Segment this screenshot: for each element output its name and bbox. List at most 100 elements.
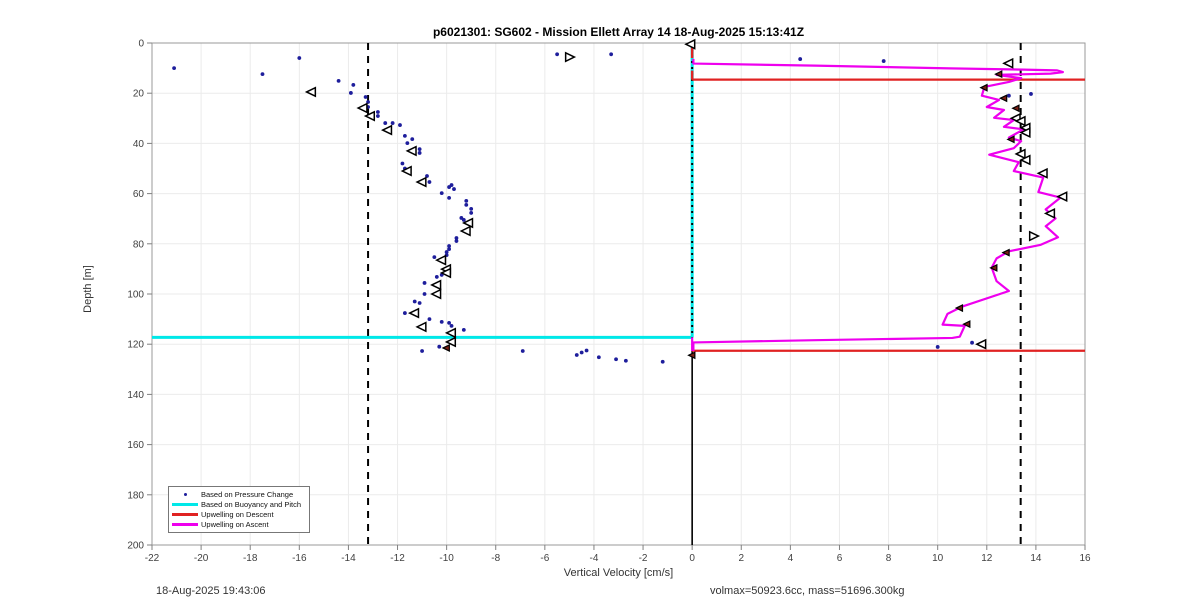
pressure-dot-marker xyxy=(447,195,451,200)
pressure-dot-marker xyxy=(422,281,427,285)
legend-magenta-line xyxy=(172,523,198,527)
legend-item-upwelling-ascent: Upwelling on Ascent xyxy=(169,520,309,530)
pressure-dot-marker xyxy=(579,350,584,355)
triangle-marker xyxy=(979,83,988,92)
triangle-marker xyxy=(1014,148,1026,160)
triangle-marker xyxy=(1056,191,1068,203)
triangle-marker xyxy=(994,70,1003,79)
pressure-dot-marker xyxy=(172,66,176,70)
triangle-marker xyxy=(415,321,427,333)
y-tick-label: 120 xyxy=(127,340,144,351)
y-tick-label: 160 xyxy=(127,440,144,451)
pressure-dot-marker xyxy=(410,137,415,142)
pressure-dot-marker xyxy=(1006,93,1011,98)
pressure-dot-marker xyxy=(427,180,432,184)
triangle-marker xyxy=(441,343,450,352)
pressure-dot-marker xyxy=(1029,92,1033,96)
pressure-dot-marker xyxy=(405,141,410,146)
x-tick-label: 6 xyxy=(837,553,843,564)
x-tick-label: 8 xyxy=(886,553,892,564)
legend-label: Based on Buoyancy and Pitch xyxy=(201,499,302,509)
chart-title: p6021301: SG602 - Mission Ellett Array 1… xyxy=(432,25,805,39)
pressure-dot-marker xyxy=(336,79,341,83)
triangle-marker xyxy=(1002,57,1014,69)
triangle-marker xyxy=(1019,154,1031,166)
legend-label: Upwelling on Descent xyxy=(201,510,274,520)
legend-item-upwelling-descent: Upwelling on Descent xyxy=(169,510,309,520)
pressure-dot-marker xyxy=(464,198,469,203)
x-tick-label: 4 xyxy=(788,553,794,564)
triangle-marker xyxy=(1028,230,1041,242)
triangle-marker xyxy=(1014,115,1026,127)
triangle-marker xyxy=(380,124,393,136)
pressure-dot-marker xyxy=(398,123,402,127)
volmax-mass-text: volmax=50923.6cc, mass=51696.300kg xyxy=(710,585,905,597)
y-tick-label: 200 xyxy=(127,541,144,552)
pressure-dot-marker xyxy=(447,244,451,248)
x-tick-label: 0 xyxy=(689,553,695,564)
pressure-dot-marker xyxy=(469,207,474,211)
x-tick-label: -18 xyxy=(243,553,258,564)
pressure-dot-marker xyxy=(881,59,886,63)
x-tick-label: -6 xyxy=(540,553,549,564)
pressure-dot-marker xyxy=(351,83,356,87)
x-tick-label: -12 xyxy=(390,553,405,564)
x-axis-label: Vertical Velocity [cm/s] xyxy=(563,567,674,579)
x-tick-label: -22 xyxy=(145,553,160,564)
x-tick-label: -8 xyxy=(491,553,500,564)
magenta-ascent-curve xyxy=(692,58,1065,351)
triangle-marker xyxy=(430,288,442,300)
pressure-dot-marker xyxy=(461,218,466,222)
triangle-marker xyxy=(435,254,447,266)
pressure-dot-marker xyxy=(454,239,459,243)
triangle-marker xyxy=(1001,248,1010,257)
timestamp-text: 18-Aug-2025 19:43:06 xyxy=(156,585,266,597)
pressure-dot-marker xyxy=(970,340,974,345)
pressure-dot-marker xyxy=(449,183,454,187)
triangle-marker xyxy=(999,94,1008,103)
pressure-dot-marker xyxy=(439,191,444,195)
pressure-dot-marker xyxy=(447,247,451,251)
pressure-dot-marker xyxy=(422,292,427,296)
triangle-marker xyxy=(462,217,474,229)
legend-cyan-line xyxy=(172,502,198,506)
pressure-dot-marker xyxy=(417,151,422,155)
x-tick-label: 12 xyxy=(981,553,993,564)
legend-item-buoyancy-pitch: Based on Buoyancy and Pitch xyxy=(169,499,309,509)
y-tick-label: 60 xyxy=(133,189,145,200)
x-tick-label: -16 xyxy=(292,553,307,564)
pressure-dot-marker xyxy=(447,320,451,325)
y-tick-label: 0 xyxy=(138,39,144,50)
x-tick-label: -2 xyxy=(639,553,648,564)
pressure-dot-marker xyxy=(437,344,442,349)
pressure-dot-marker xyxy=(383,121,388,125)
pressure-dot-marker xyxy=(623,358,628,363)
y-tick-label: 20 xyxy=(133,89,145,100)
triangle-marker xyxy=(430,279,442,291)
triangle-marker xyxy=(989,263,998,272)
x-tick-label: -4 xyxy=(589,553,598,564)
triangle-marker xyxy=(687,351,696,360)
triangle-marker xyxy=(439,267,452,279)
pressure-dot-marker xyxy=(297,56,302,60)
triangle-marker xyxy=(1036,167,1048,179)
y-tick-label: 180 xyxy=(127,490,144,501)
x-tick-label: -10 xyxy=(439,553,454,564)
triangle-marker xyxy=(400,165,412,177)
pressure-dot-marker xyxy=(348,91,353,95)
legend-item-pressure-change: Based on Pressure Change xyxy=(169,489,309,499)
triangle-marker xyxy=(356,102,368,114)
pressure-dot-marker xyxy=(420,349,424,353)
triangle-marker xyxy=(684,38,696,50)
triangle-marker xyxy=(304,86,317,98)
pressure-dot-marker xyxy=(449,323,454,328)
pressure-dot-marker xyxy=(461,327,466,332)
legend-label: Upwelling on Ascent xyxy=(201,520,269,530)
pressure-dot-marker xyxy=(555,52,560,57)
triangle-marker xyxy=(962,320,971,329)
y-axis-label: Depth [m] xyxy=(82,265,94,313)
pressure-dot-marker xyxy=(584,348,589,353)
triangle-marker xyxy=(1006,135,1015,144)
x-tick-label: 16 xyxy=(1079,553,1091,564)
